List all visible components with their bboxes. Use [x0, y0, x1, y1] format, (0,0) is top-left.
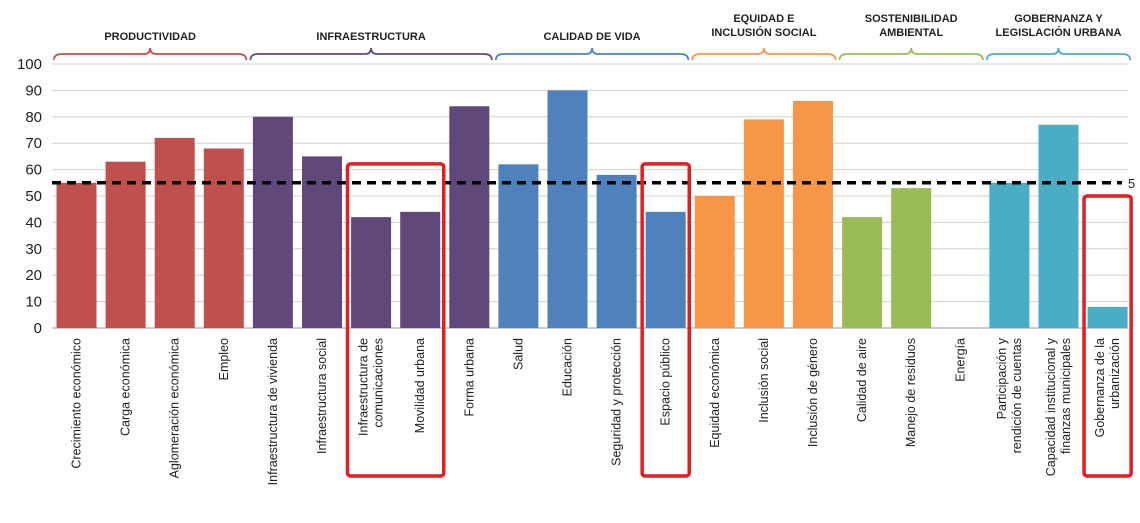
y-tick-label: 0	[34, 320, 42, 337]
x-category-label: Energía	[953, 338, 967, 382]
group-brace	[691, 47, 837, 61]
y-tick-label: 10	[25, 294, 42, 311]
x-category-label: Calidad de aire	[855, 338, 869, 422]
bar	[252, 116, 293, 328]
category-groups: PRODUCTIVIDAD INFRAESTRUCTURA CALIDAD DE V…	[53, 13, 1132, 61]
group-label: INCLUSIÓN SOCIAL	[711, 26, 816, 39]
bar	[498, 164, 539, 328]
x-category-label: Empleo	[217, 338, 231, 380]
x-category-label: rendición de cuentas	[1010, 338, 1024, 453]
bar	[694, 196, 735, 328]
bar	[400, 211, 441, 328]
x-category-label: Educación	[561, 338, 575, 396]
x-category-label: comunicaciones	[372, 338, 386, 428]
group-label: EQUIDAD E	[733, 13, 794, 25]
bar	[302, 156, 342, 328]
x-category-label: finanzas municipales	[1059, 338, 1073, 454]
bar	[645, 211, 686, 328]
highlight-box	[345, 162, 446, 478]
x-category-label: Infraestructura social	[315, 338, 329, 454]
y-tick-label: 100	[17, 56, 42, 73]
x-category-label: Inclusión de género	[806, 338, 820, 447]
bar	[989, 182, 1030, 328]
y-tick-label: 40	[25, 214, 42, 231]
reference-line-label: 5	[1128, 176, 1135, 191]
x-category-label: Aglomeración económica	[168, 338, 182, 478]
x-category-label: urbanización	[1108, 338, 1122, 409]
y-tick-label: 60	[25, 162, 42, 179]
bar	[547, 90, 588, 329]
x-category-label: Manejo de residuos	[904, 338, 918, 447]
reference-line-group: 5	[52, 176, 1135, 191]
group-brace	[838, 47, 984, 61]
bar	[842, 217, 883, 328]
y-tick-label: 30	[25, 241, 42, 258]
group-label: CALIDAD DE VIDA	[543, 31, 640, 43]
x-category-label: Inclusión social	[757, 338, 771, 423]
bars	[56, 90, 1128, 329]
highlight-box	[640, 162, 692, 478]
x-category-label: Crecimiento económico	[70, 338, 84, 469]
x-axis-labels: Crecimiento económico Carga económica Aglo…	[70, 337, 1123, 485]
bar	[891, 188, 932, 328]
group-label: PRODUCTIVIDAD	[104, 31, 196, 43]
group-brace	[249, 47, 493, 61]
highlight-box	[1082, 194, 1133, 478]
bar	[1087, 306, 1128, 328]
x-category-label: Equidad económica	[708, 338, 722, 448]
bar	[449, 106, 490, 329]
bar	[351, 217, 392, 328]
x-category-label: Infraestructura de	[357, 338, 371, 436]
group-label: SOSTENIBILIDAD	[865, 13, 958, 25]
x-category-label: Seguridad y protección	[610, 338, 624, 466]
group-label: LEGISLACIÓN URBANA	[996, 26, 1122, 39]
x-category-label: Capacidad institucional y	[1044, 337, 1058, 476]
bar	[793, 100, 833, 329]
bar	[56, 182, 97, 328]
bar	[1038, 124, 1079, 328]
bar	[203, 148, 244, 328]
x-category-label: Espacio público	[659, 338, 673, 426]
y-tick-label: 90	[25, 82, 42, 99]
x-category-label: Infraestructura de vivienda	[266, 338, 280, 485]
group-label: AMBIENTAL	[879, 27, 943, 39]
bar	[154, 137, 195, 328]
bar	[743, 119, 784, 328]
group-brace	[985, 47, 1132, 61]
bar	[105, 161, 146, 328]
x-category-label: Gobernanza de la	[1093, 338, 1107, 437]
y-tick-label: 70	[25, 135, 42, 152]
x-category-label: Participación y	[995, 337, 1009, 419]
y-tick-label: 20	[25, 267, 42, 284]
x-category-label: Forma urbana	[462, 338, 476, 417]
bar	[596, 174, 637, 328]
group-label: GOBERNANZA Y	[1014, 13, 1103, 25]
highlight-boxes	[345, 162, 1133, 478]
y-axis-ticks: 0 10 20 30 40 50 60 70 80 90 100	[17, 56, 42, 337]
y-tick-label: 80	[25, 109, 42, 126]
group-label: INFRAESTRUCTURA	[316, 31, 425, 43]
x-category-label: Carga económica	[119, 338, 133, 436]
y-tick-label: 50	[25, 188, 42, 205]
x-category-label: Movilidad urbana	[413, 338, 427, 433]
x-category-label: Salud	[511, 338, 525, 370]
group-brace	[494, 47, 690, 61]
group-brace	[53, 47, 248, 61]
